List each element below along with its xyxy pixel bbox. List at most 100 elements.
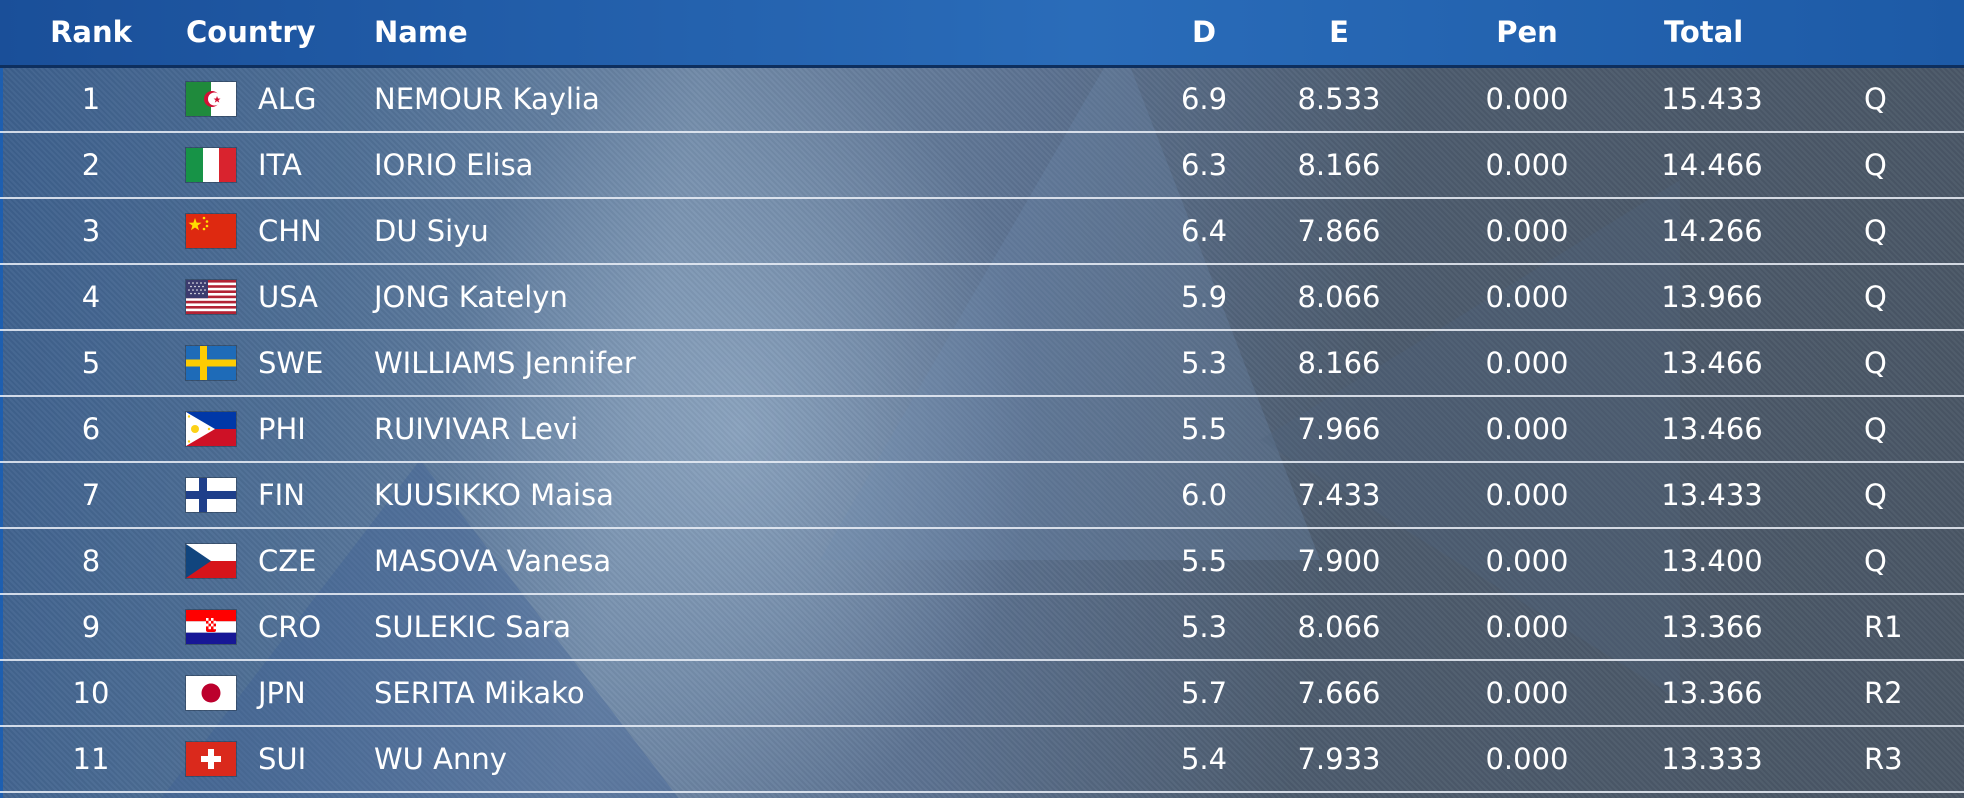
rank-cell: 4 <box>81 280 101 314</box>
country-code: CZE <box>258 544 317 578</box>
penalty-cell: 0.000 <box>1485 478 1569 512</box>
d-score-cell: 5.7 <box>1180 676 1228 710</box>
athlete-name[interactable]: JONG Katelyn <box>374 280 568 314</box>
philippines-flag <box>186 412 236 446</box>
country-code: PHI <box>258 412 306 446</box>
e-score-cell: 7.966 <box>1297 412 1381 446</box>
country-cell: FIN <box>182 462 370 528</box>
total-cell: 13.400 <box>1661 544 1763 578</box>
header-rank[interactable]: Rank <box>50 15 132 50</box>
qualification-cell: Q <box>1864 148 1887 182</box>
table-row[interactable]: 6 PHI RUIVIVAR Levi 5.5 7.966 0.000 13.4… <box>0 396 1964 462</box>
header-penalty[interactable]: Pen <box>1496 15 1558 50</box>
header-row: Rank Country Name D E Pen Total <box>0 0 1964 66</box>
athlete-name[interactable]: WU Anny <box>374 742 507 776</box>
athlete-name[interactable]: MASOVA Vanesa <box>374 544 612 578</box>
e-score-cell: 7.666 <box>1297 676 1381 710</box>
athlete-name[interactable]: DU Siyu <box>374 214 489 248</box>
table-row[interactable]: 8 CZE MASOVA Vanesa 5.5 7.900 0.000 13.4… <box>0 528 1964 594</box>
rank-cell: 1 <box>81 82 101 117</box>
table-row[interactable]: 10 JPN SERITA Mikako 5.7 7.666 0.000 13.… <box>0 660 1964 726</box>
d-score-cell: 5.9 <box>1180 280 1228 314</box>
e-score-cell: 8.166 <box>1297 148 1381 182</box>
header-name[interactable]: Name <box>374 15 468 50</box>
d-score-cell: 6.0 <box>1180 478 1228 512</box>
switzerland-flag <box>186 742 236 776</box>
country-code: CRO <box>258 610 322 644</box>
croatia-flag <box>186 610 236 644</box>
header-total[interactable]: Total <box>1664 15 1744 50</box>
e-score-cell: 7.866 <box>1297 214 1381 248</box>
rank-cell: 11 <box>72 742 110 776</box>
japan-flag <box>186 676 236 710</box>
total-cell: 13.466 <box>1661 412 1763 446</box>
country-cell: JPN <box>182 660 370 726</box>
qualification-cell: Q <box>1864 214 1887 248</box>
e-score-cell: 7.433 <box>1297 478 1381 512</box>
table-row[interactable]: 2 ITA IORIO Elisa 6.3 8.166 0.000 14.466… <box>0 132 1964 198</box>
penalty-cell: 0.000 <box>1485 214 1569 248</box>
country-cell: ITA <box>182 132 370 198</box>
penalty-cell: 0.000 <box>1485 412 1569 446</box>
penalty-cell: 0.000 <box>1485 82 1569 117</box>
rank-cell: 7 <box>81 478 101 512</box>
d-score-cell: 5.3 <box>1180 610 1228 644</box>
total-cell: 13.366 <box>1661 610 1763 644</box>
d-score-cell: 6.4 <box>1180 214 1228 248</box>
country-cell: SUI <box>182 726 370 792</box>
d-score-cell: 5.4 <box>1180 742 1228 776</box>
country-code: ITA <box>258 148 302 182</box>
athlete-name[interactable]: NEMOUR Kaylia <box>374 82 600 117</box>
country-code: SUI <box>258 742 307 776</box>
qualification-cell: Q <box>1864 280 1887 314</box>
country-cell: CZE <box>182 528 370 594</box>
table-row[interactable]: 7 FIN KUUSIKKO Maisa 6.0 7.433 0.000 13.… <box>0 462 1964 528</box>
country-code: ALG <box>258 82 317 117</box>
table-row[interactable]: 11 SUI WU Anny 5.4 7.933 0.000 13.333 R3 <box>0 726 1964 792</box>
table-row[interactable]: 3 CHN DU Siyu 6.4 7.866 0.000 14.266 Q <box>0 198 1964 264</box>
e-score-cell: 8.066 <box>1297 610 1381 644</box>
e-score-cell: 7.900 <box>1297 544 1381 578</box>
qualification-cell: Q <box>1864 478 1887 512</box>
table-row[interactable]: 5 SWE WILLIAMS Jennifer 5.3 8.166 0.000 … <box>0 330 1964 396</box>
total-cell: 14.466 <box>1661 148 1763 182</box>
athlete-name[interactable]: IORIO Elisa <box>374 148 534 182</box>
header-d-score[interactable]: D <box>1191 15 1217 50</box>
athlete-name[interactable]: SULEKIC Sara <box>374 610 572 644</box>
country-cell: SWE <box>182 330 370 396</box>
qualification-cell: R1 <box>1864 610 1903 644</box>
country-code: JPN <box>258 676 306 710</box>
qualification-cell: R3 <box>1864 742 1903 776</box>
rank-cell: 5 <box>81 346 101 380</box>
header-country[interactable]: Country <box>186 15 316 50</box>
e-score-cell: 8.066 <box>1297 280 1381 314</box>
country-cell: CRO <box>182 594 370 660</box>
header-e-score[interactable]: E <box>1329 15 1349 50</box>
header-qualification <box>1784 0 1964 66</box>
d-score-cell: 5.5 <box>1180 412 1228 446</box>
algeria-flag <box>186 82 236 117</box>
rank-cell: 3 <box>81 214 101 248</box>
athlete-name[interactable]: RUIVIVAR Levi <box>374 412 579 446</box>
total-cell: 15.433 <box>1661 82 1763 117</box>
table-row[interactable]: 4 USA JONG Katelyn 5.9 8.066 0.000 13.96… <box>0 264 1964 330</box>
athlete-name[interactable]: KUUSIKKO Maisa <box>374 478 614 512</box>
rank-cell: 6 <box>81 412 101 446</box>
total-cell: 13.433 <box>1661 478 1763 512</box>
sweden-flag <box>186 346 236 380</box>
qualification-cell: Q <box>1864 346 1887 380</box>
qualification-cell: Q <box>1864 544 1887 578</box>
czechia-flag <box>186 544 236 578</box>
total-cell: 14.266 <box>1661 214 1763 248</box>
athlete-name[interactable]: SERITA Mikako <box>374 676 585 710</box>
penalty-cell: 0.000 <box>1485 676 1569 710</box>
country-cell: USA <box>182 264 370 330</box>
table-row[interactable]: 1 ALG NEMOUR Kaylia 6.9 8.533 0.000 15.4… <box>0 66 1964 132</box>
e-score-cell: 7.933 <box>1297 742 1381 776</box>
athlete-name[interactable]: WILLIAMS Jennifer <box>374 346 636 380</box>
table-row[interactable]: 9 CRO SULEKIC Sara 5.3 8.066 0.000 13.36… <box>0 594 1964 660</box>
e-score-cell: 8.533 <box>1297 82 1381 117</box>
